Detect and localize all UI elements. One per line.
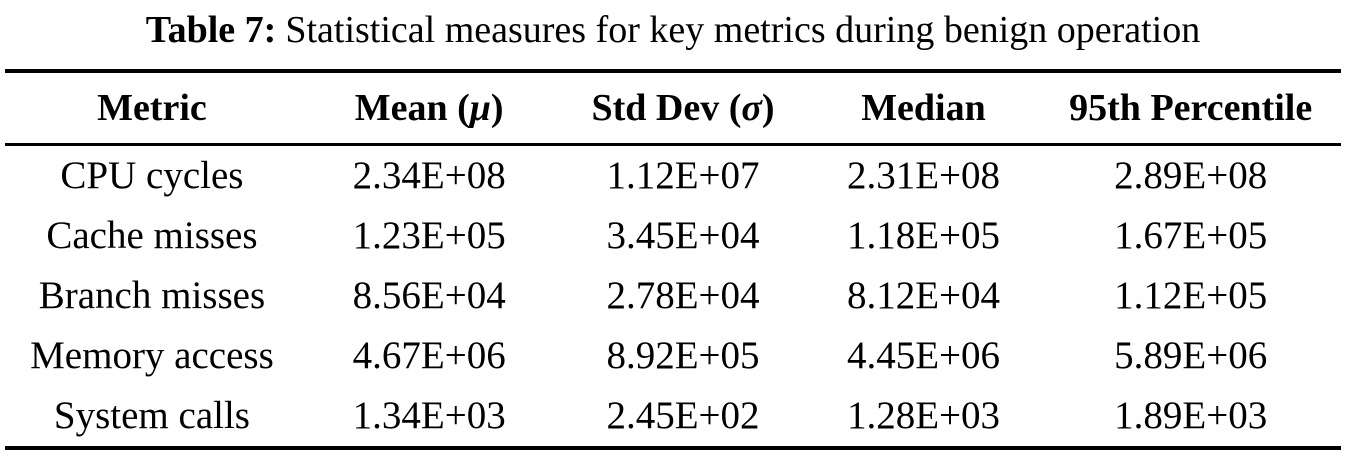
cell-metric: System calls [53, 394, 250, 437]
cell-stddev: 2.78E+04 [606, 274, 760, 317]
header-row: Metric Mean (μ) Std Dev (σ) Median 95th … [5, 71, 1341, 146]
cell-metric: Memory access [30, 334, 274, 377]
cell-p95: 1.67E+05 [1114, 214, 1268, 257]
cell-median: 2.31E+08 [846, 154, 1001, 197]
column-header-median: Median [806, 71, 1041, 146]
cell-metric: Branch misses [38, 274, 266, 317]
header-text: Median [861, 87, 986, 129]
cell-median: 4.45E+06 [846, 334, 1001, 377]
header-text: ) [490, 87, 504, 129]
cell-stddev: 2.45E+02 [606, 394, 760, 437]
mu-symbol: μ [469, 87, 491, 129]
table-row: Cache misses 1.23E+05 3.45E+04 1.18E+05 … [5, 206, 1341, 266]
cell-mean: 2.34E+08 [352, 154, 506, 197]
cell-stddev: 3.45E+04 [606, 214, 760, 257]
table-caption: Table 7: Statistical measures for key met… [0, 0, 1346, 55]
cell-mean: 1.23E+05 [352, 214, 506, 257]
cell-p95: 1.89E+03 [1114, 394, 1268, 437]
header-text: ) [761, 87, 775, 129]
header-text: Metric [97, 87, 207, 129]
cell-median: 1.18E+05 [846, 214, 1001, 257]
column-header-mean: Mean (μ) [298, 71, 560, 146]
cell-metric: CPU cycles [60, 154, 244, 197]
cell-p95: 5.89E+06 [1114, 334, 1268, 377]
cell-mean: 1.34E+03 [352, 394, 506, 437]
table-row: System calls 1.34E+03 2.45E+02 1.28E+03 … [5, 386, 1341, 448]
header-text: Mean ( [354, 87, 470, 129]
cell-p95: 2.89E+08 [1114, 154, 1268, 197]
cell-metric: Cache misses [46, 214, 258, 257]
column-header-stddev: Std Dev (σ) [559, 71, 807, 146]
header-text: 95th Percentile [1069, 87, 1313, 129]
cell-mean: 4.67E+06 [352, 334, 506, 377]
statistics-table: Metric Mean (μ) Std Dev (σ) Median 95th … [5, 69, 1341, 450]
cell-stddev: 1.12E+07 [606, 154, 760, 197]
cell-median: 8.12E+04 [846, 274, 1001, 317]
sigma-symbol: σ [741, 87, 762, 129]
cell-p95: 1.12E+05 [1114, 274, 1268, 317]
table-caption-text: Statistical measures for key metrics dur… [285, 9, 1201, 51]
column-header-metric: Metric [5, 71, 299, 146]
table-row: Memory access 4.67E+06 8.92E+05 4.45E+06… [5, 326, 1341, 386]
cell-mean: 8.56E+04 [352, 274, 506, 317]
table-row: Branch misses 8.56E+04 2.78E+04 8.12E+04… [5, 266, 1341, 326]
header-text: Std Dev ( [591, 87, 742, 129]
cell-median: 1.28E+03 [846, 394, 1001, 437]
table-caption-label: Table 7: [145, 9, 277, 51]
cell-stddev: 8.92E+05 [606, 334, 760, 377]
column-header-95th-percentile: 95th Percentile [1040, 71, 1341, 146]
table-row: CPU cycles 2.34E+08 1.12E+07 2.31E+08 2.… [5, 145, 1341, 207]
